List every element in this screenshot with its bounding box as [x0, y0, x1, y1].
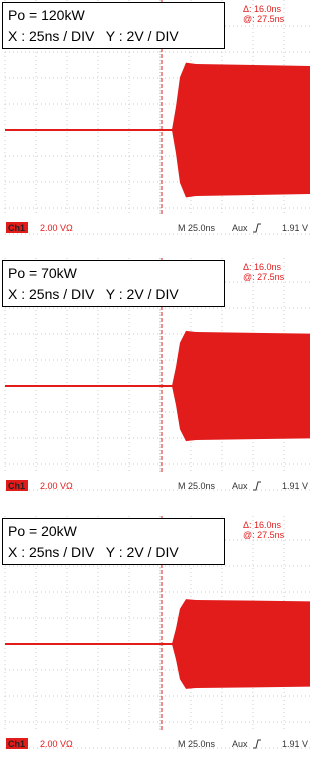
- level-label: 1.91 V: [282, 481, 308, 491]
- volts-label: 2.00 VΩ: [40, 739, 73, 749]
- trace-burst: [172, 331, 310, 441]
- trace-burst: [172, 63, 310, 198]
- level-label: 1.91 V: [282, 739, 308, 749]
- trigger-icon: [253, 482, 261, 490]
- trigger-label: Aux: [232, 739, 248, 749]
- cursor-at: @: 27.5ns: [243, 272, 285, 282]
- scale-label: X : 25ns / DIV Y : 2V / DIV: [8, 544, 179, 560]
- channel-label: Ch1: [8, 481, 25, 491]
- power-label: Po = 20kW: [8, 523, 78, 539]
- timebase-label: M 25.0ns: [178, 481, 216, 491]
- power-label: Po = 120kW: [8, 7, 85, 23]
- channel-label: Ch1: [8, 223, 25, 233]
- trigger-label: Aux: [232, 223, 248, 233]
- trigger-icon: [253, 740, 261, 748]
- scale-label: X : 25ns / DIV Y : 2V / DIV: [8, 286, 179, 302]
- cursor-delta: Δ: 16.0ns: [243, 262, 282, 272]
- scope-panel: Po = 120kW X : 25ns / DIV Y : 2V / DIV Δ: …: [3, 0, 311, 234]
- channel-label: Ch1: [8, 739, 25, 749]
- volts-label: 2.00 VΩ: [40, 223, 73, 233]
- timebase-label: M 25.0ns: [178, 223, 216, 233]
- panel-inner: Po = 70kW X : 25ns / DIV Y : 2V / DIV Δ: 1…: [3, 258, 311, 491]
- scale-label: X : 25ns / DIV Y : 2V / DIV: [8, 28, 179, 44]
- page: Po = 120kW X : 25ns / DIV Y : 2V / DIV Δ: …: [0, 0, 310, 764]
- cursor-at: @: 27.5ns: [243, 14, 285, 24]
- volts-label: 2.00 VΩ: [40, 481, 73, 491]
- trace-burst: [172, 599, 310, 689]
- level-label: 1.91 V: [282, 223, 308, 233]
- cursor-delta: Δ: 16.0ns: [243, 520, 282, 530]
- trigger-icon: [253, 224, 261, 232]
- panel-inner: Po = 120kW X : 25ns / DIV Y : 2V / DIV Δ: …: [3, 0, 311, 234]
- cursor-at: @: 27.5ns: [243, 530, 285, 540]
- timebase-label: M 25.0ns: [178, 739, 216, 749]
- cursor-delta: Δ: 16.0ns: [243, 4, 282, 14]
- trigger-label: Aux: [232, 481, 248, 491]
- figure: Po = 120kW X : 25ns / DIV Y : 2V / DIV Δ: …: [0, 0, 310, 764]
- panel-inner: Po = 20kW X : 25ns / DIV Y : 2V / DIV Δ: 1…: [3, 516, 311, 749]
- power-label: Po = 70kW: [8, 265, 78, 281]
- scope-panel: Po = 20kW X : 25ns / DIV Y : 2V / DIV Δ: 1…: [3, 516, 311, 749]
- scope-panel: Po = 70kW X : 25ns / DIV Y : 2V / DIV Δ: 1…: [3, 258, 311, 491]
